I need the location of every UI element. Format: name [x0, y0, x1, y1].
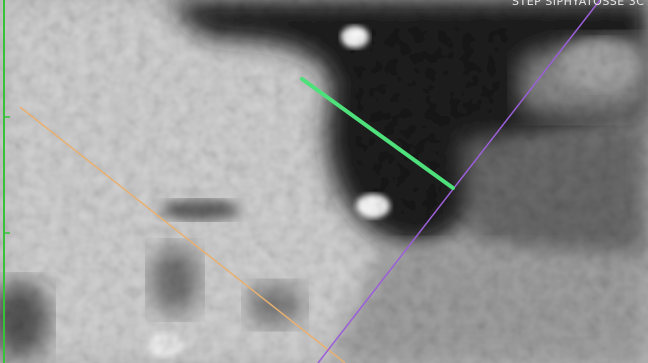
- purple-reference-line[interactable]: [317, 0, 601, 363]
- overlay-label: STEP SIPHYATOSSE 3C: [512, 0, 645, 8]
- orange-reference-line[interactable]: [19, 106, 346, 363]
- measurement-line[interactable]: [300, 77, 455, 190]
- left-ruler: [3, 0, 10, 363]
